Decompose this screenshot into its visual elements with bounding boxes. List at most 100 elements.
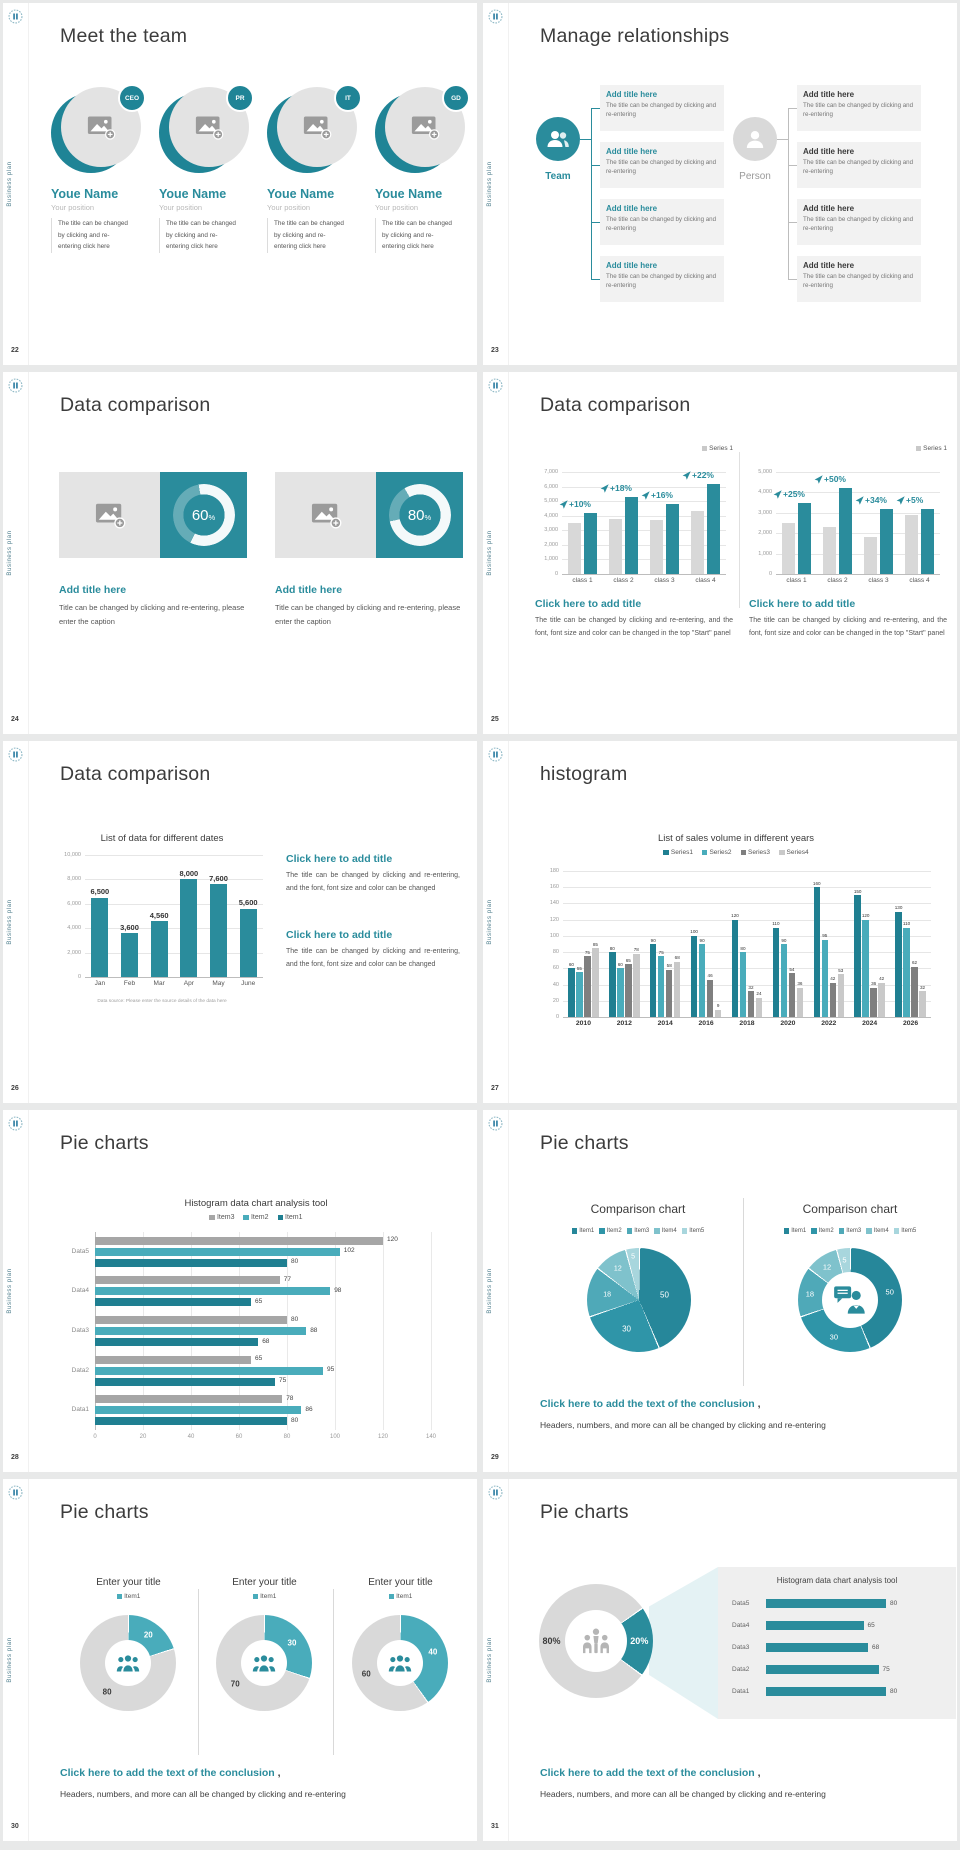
bar-growth (880, 508, 893, 574)
chart-plot: +25% +50% +34% +5% (773, 472, 940, 575)
y-tick-label: 180 (549, 868, 559, 874)
chart-legend: Item1 Item2 Item3 Item4 Item5 (750, 1228, 950, 1234)
conclusion-heading: Click here to add the text of the conclu… (60, 1767, 281, 1779)
slice-value-label: 30 (287, 1638, 297, 1648)
relation-box[interactable]: Add title here The title can be changed b… (797, 85, 921, 131)
slide-24-data-comparison[interactable]: Business plan Data comparison 60% Add ti… (3, 372, 477, 734)
role-badge: CEO (118, 84, 146, 112)
consultant-icon (834, 1286, 865, 1314)
y-tick-label: 1,000 (758, 550, 772, 557)
slide-22-meet-the-team[interactable]: Business plan Meet the team CEO Youe Nam… (3, 3, 477, 365)
bar-value-label: 75 (584, 949, 590, 955)
y-tick-label: 80 (552, 949, 559, 956)
y-tick-label: 4,000 (758, 489, 772, 496)
slide-31-donut-with-detail[interactable]: Business plan Pie charts 20% 80% Histogra… (483, 1479, 957, 1841)
legend-swatch (783, 1228, 790, 1234)
y-tick-label: 8,000 (67, 876, 81, 883)
legend-label: Item5 (689, 1228, 705, 1234)
relation-box[interactable]: Add title here The title can be changed b… (600, 142, 724, 188)
gridline (562, 515, 726, 517)
bar-value-label: 80 (291, 1258, 299, 1266)
comparison-card[interactable]: 60% (59, 472, 247, 558)
chart-legend: Series1 Series2 Series3 Series4 (537, 849, 935, 856)
bar-Series1 (731, 919, 739, 1017)
slide-27-histogram[interactable]: Business plan histogram List of sales vo… (483, 741, 957, 1103)
slide-26-data-comparison-chart[interactable]: Business plan Data comparison List of da… (3, 741, 477, 1103)
x-tick-label: June (241, 980, 256, 987)
sidebar-vertical-text: Business plan (7, 1637, 13, 1683)
slide-23-manage-relationships[interactable]: Business plan Manage relationships Team … (483, 3, 957, 365)
legend-label: Series1 (670, 849, 693, 856)
slice-value-label: 80% (542, 1636, 561, 1646)
relation-box[interactable]: Add title here The title can be changed b… (797, 256, 921, 302)
donut-hole (565, 1610, 627, 1672)
gridline (85, 977, 263, 978)
bar-value-label: 80 (609, 945, 615, 951)
chart-plot: 6,500 3,600 4,560 8,000 7,600 5,600 (85, 855, 263, 978)
slice-value-label: 18 (805, 1289, 815, 1299)
ring-percent: 60% (191, 506, 216, 524)
chart-plot: 120 102 80 77 98 65 80 88 68 65 95 75 78 86 80 (95, 1232, 432, 1430)
bar-value-label: 8,000 (179, 868, 199, 878)
member-description: The title can be changed by clicking and… (159, 218, 238, 253)
relation-box[interactable]: Add title here The title can be changed b… (600, 199, 724, 245)
chart-legend: Item3 Item2 Item1 (53, 1214, 459, 1221)
bar-Series4 (592, 948, 599, 1017)
comparison-card[interactable]: 80% (275, 472, 463, 558)
bar-Series3 (911, 966, 918, 1017)
bar-value-label: 68 (262, 1337, 270, 1345)
relation-box[interactable]: Add title here The title can be changed b… (797, 199, 921, 245)
logo-icon (8, 9, 23, 24)
legend-label: Item1 (124, 1593, 141, 1600)
y-tick-label: 40 (552, 981, 559, 988)
page-number: 25 (491, 716, 499, 723)
team-member-card[interactable]: GD Youe Name Your position The title can… (375, 84, 474, 253)
sidebar-vertical-text: Business plan (7, 530, 13, 576)
panel-bar-value: 65 (867, 1622, 875, 1629)
bar-Series3 (625, 964, 632, 1017)
slide-30-donut-charts[interactable]: Business plan Pie charts Enter your titl… (3, 1479, 477, 1841)
sidebar-vertical-text: Business plan (487, 161, 493, 207)
bar-base (609, 518, 622, 574)
bar-Item2 (95, 1366, 323, 1375)
bar-value-label: 80 (291, 1315, 299, 1323)
grouped-bar-chart: +10% +18% +16% +22% 7,000 6,000 5,000 4,000 3,00… (535, 458, 729, 590)
legend-swatch (626, 1228, 633, 1234)
box-body: The title can be changed by clicking and… (606, 216, 717, 233)
gridline (563, 1000, 931, 1002)
team-member-card[interactable]: IT Youe Name Your position The title can… (267, 84, 366, 253)
slide-29-pie-charts[interactable]: Business plan Pie charts Comparison char… (483, 1110, 957, 1472)
gridline (85, 855, 263, 856)
slide-25-data-comparison-charts[interactable]: Business plan Data comparison Series 1 +… (483, 372, 957, 734)
legend-swatch (838, 1228, 845, 1234)
panel-category-label: Data5 (732, 1600, 750, 1607)
x-tick-label: 140 (425, 1434, 436, 1440)
person-icon (733, 117, 777, 161)
bar-value-label: 68 (674, 955, 680, 961)
image-placeholder-icon (59, 472, 160, 558)
x-tick-label: May (212, 980, 225, 987)
bar-value-label: 120 (861, 913, 870, 919)
page-number: 28 (11, 1454, 19, 1461)
relation-box[interactable]: Add title here The title can be changed b… (797, 142, 921, 188)
y-tick-label: 0 (768, 571, 772, 577)
category-label: Data4 (71, 1287, 89, 1295)
panel-category-label: Data2 (732, 1666, 750, 1673)
bar-value-label: 32 (748, 984, 754, 990)
donut-hole (241, 1640, 287, 1686)
page-number: 30 (11, 1823, 19, 1830)
legend-swatch (243, 1214, 249, 1221)
margin-divider (28, 741, 29, 1103)
panel-category-label: Data3 (732, 1644, 750, 1651)
box-title: Add title here (606, 204, 658, 213)
slide-28-horizontal-bar-chart[interactable]: Business plan Pie charts Histogram data … (3, 1110, 477, 1472)
relation-box[interactable]: Add title here The title can be changed b… (600, 85, 724, 131)
team-member-card[interactable]: CEO Youe Name Your position The title ca… (51, 84, 150, 253)
gridline (85, 903, 263, 905)
team-member-card[interactable]: PR Youe Name Your position The title can… (159, 84, 258, 253)
y-tick-label: 4,000 (544, 512, 558, 519)
slice-value-label: 30 (622, 1324, 632, 1334)
x-tick-label: 60 (235, 1434, 243, 1440)
relation-box[interactable]: Add title here The title can be changed b… (600, 256, 724, 302)
bar-Series2 (821, 939, 828, 1017)
